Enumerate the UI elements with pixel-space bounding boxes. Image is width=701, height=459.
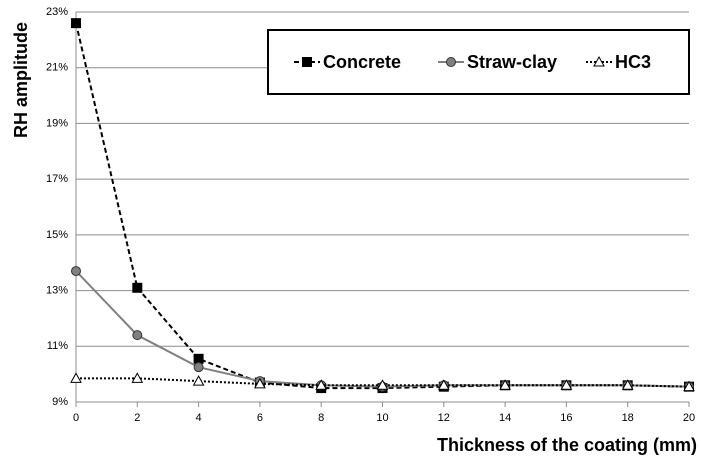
marker — [71, 18, 81, 29]
y-tick-label: 9% — [52, 396, 68, 408]
y-tick-label: 23% — [46, 6, 68, 18]
marker — [683, 380, 695, 392]
y-tick-label: 13% — [46, 284, 68, 296]
y-tick-label: 11% — [47, 340, 68, 352]
x-tick-label: 18 — [622, 412, 634, 424]
y-tick-label: 17% — [46, 173, 68, 185]
legend-label: Straw-clay — [467, 52, 557, 72]
y-tick-label: 19% — [46, 117, 68, 129]
marker — [70, 372, 82, 383]
x-tick-label: 8 — [318, 412, 324, 424]
marker — [193, 353, 204, 364]
legend-label: HC3 — [615, 52, 651, 72]
x-tick-label: 14 — [499, 412, 511, 424]
legend-marker — [446, 57, 456, 67]
x-tick-label: 16 — [560, 412, 572, 424]
marker — [131, 372, 144, 383]
y-tick-label: 21% — [46, 62, 68, 74]
marker — [315, 379, 328, 390]
x-tick-label: 4 — [196, 412, 202, 424]
series-line — [75, 270, 690, 388]
marker — [254, 377, 266, 389]
marker — [192, 375, 205, 386]
marker — [499, 379, 511, 390]
x-tick-label: 12 — [438, 412, 450, 424]
x-tick-label: 20 — [683, 412, 695, 424]
marker — [71, 266, 81, 277]
marker — [621, 379, 634, 390]
marker — [132, 282, 143, 293]
x-tick-label: 2 — [134, 412, 140, 424]
marker — [132, 330, 143, 341]
legend-box — [267, 29, 690, 95]
y-tick-label: 15% — [46, 229, 68, 241]
x-tick-label: 10 — [376, 412, 388, 424]
x-axis-title: Thickness of the coating (mm) — [437, 435, 697, 455]
y-axis-title: RH amplitude — [11, 22, 31, 138]
x-tick-label: 6 — [257, 412, 263, 424]
legend-marker — [593, 55, 605, 67]
legend-label: Concrete — [323, 52, 401, 72]
marker — [560, 379, 573, 390]
x-tick-label: 0 — [73, 412, 79, 424]
marker — [376, 379, 389, 390]
marker — [193, 362, 204, 373]
legend-marker — [302, 57, 312, 67]
marker — [437, 379, 450, 390]
